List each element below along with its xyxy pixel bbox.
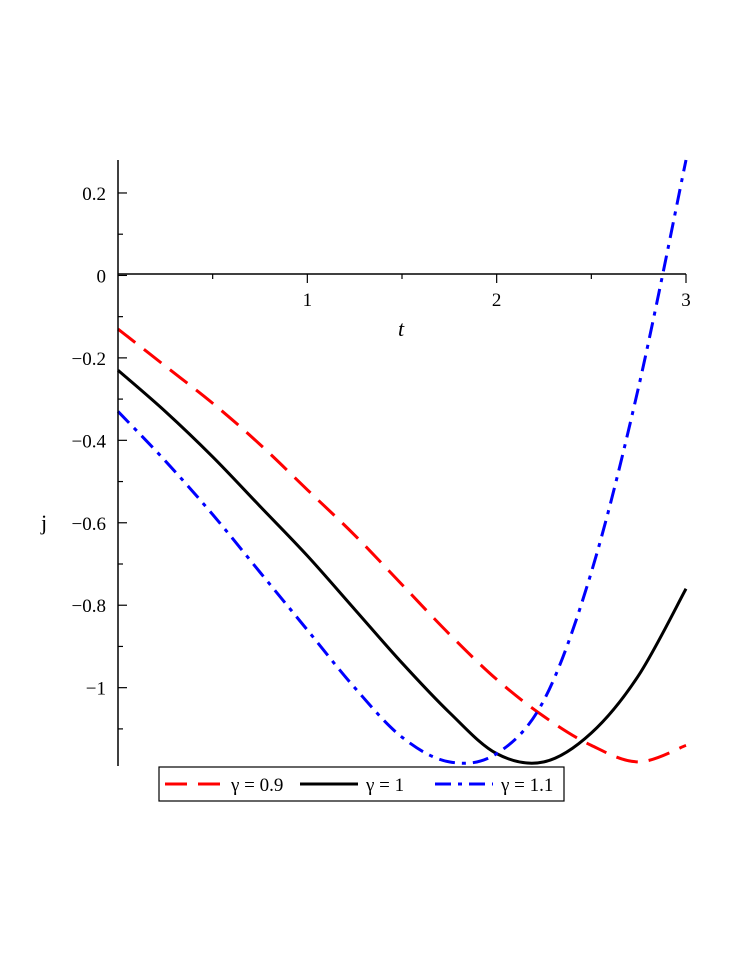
y-axis-label: j <box>40 510 47 535</box>
series-line-3 <box>116 159 688 765</box>
legend: γ = 0.9 γ = 1 γ = 1.1 <box>158 766 565 802</box>
series-layer <box>116 159 688 765</box>
y-tick-label: 0 <box>97 266 107 287</box>
x-axis-label: t <box>398 316 405 341</box>
y-tick-label: −0.2 <box>72 349 106 370</box>
series-line-2 <box>117 369 688 765</box>
legend-box <box>158 766 565 802</box>
y-tick-label: −0.6 <box>72 514 106 535</box>
y-tick-label: −1 <box>86 679 106 700</box>
axes-layer: 1 2 3 0.2 0 −0.2 −0.4 −0.6 −0.8 −1 t j <box>40 160 691 766</box>
y-tick-label: −0.8 <box>72 596 106 617</box>
legend-label-2: γ = 1 <box>365 775 404 796</box>
x-tick-label: 1 <box>303 290 313 311</box>
series-line-1 <box>117 327 687 764</box>
y-tick-label: 0.2 <box>82 184 106 205</box>
x-tick-label: 2 <box>492 290 502 311</box>
y-tick-label: −0.4 <box>72 431 107 452</box>
legend-label-1: γ = 0.9 <box>230 775 283 796</box>
x-tick-label: 3 <box>681 290 691 311</box>
legend-label-3: γ = 1.1 <box>500 775 553 796</box>
